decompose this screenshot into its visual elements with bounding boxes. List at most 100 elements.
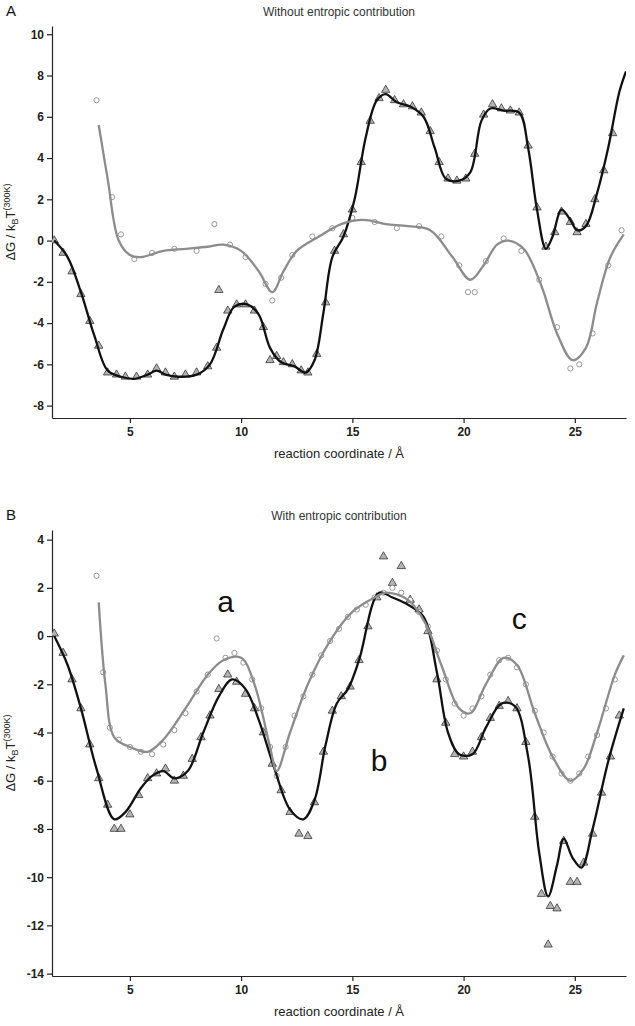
triangle-marker [266,355,274,362]
circle-marker [150,752,155,757]
circle-marker [465,290,470,295]
tick-mark [47,158,52,159]
tick-label: 25 [569,983,583,997]
axis-line [52,531,53,977]
tick-label: 15 [346,425,360,439]
tick-mark [130,418,131,423]
triangle-marker [488,100,496,107]
tick: 5 [127,418,134,439]
panel: 510152025-14-12-10-8-6-4-2024abcBWith en… [2,506,627,1019]
tick: 4 [37,151,52,165]
circle-marker [94,573,99,578]
circle-marker [212,221,217,226]
triangle-marker [397,561,405,568]
tick: 15 [346,976,360,997]
tick-mark [47,282,52,283]
tick-mark [47,323,52,324]
tick-label: -6 [33,358,44,372]
tick-label: -8 [33,822,44,836]
tick-label: 6 [37,110,44,124]
tick-mark [47,636,52,637]
annotation: c [512,602,527,635]
triangle-marker [52,629,58,636]
tick-label: 10 [235,425,249,439]
triangle-marker [295,829,303,836]
triangle-marker [117,824,125,831]
axis-line [53,976,627,977]
tick: -14 [27,967,52,981]
title: With entropic contribution [271,509,406,523]
tick-label: 5 [127,425,134,439]
circle-marker [577,362,582,367]
tick: -2 [33,275,52,289]
axis-line [52,27,53,419]
tick: 4 [37,533,52,547]
panel-letter: B [6,506,16,523]
tick-mark [352,976,353,981]
circle-marker [472,290,477,295]
tick-mark [47,829,52,830]
tick-mark [241,418,242,423]
y-axis-title-part: T [3,210,18,218]
tick-label: 15 [346,983,360,997]
tick-label: 5 [127,983,134,997]
tick: -6 [33,358,52,372]
triangle-marker [215,285,223,292]
tick-label: -8 [33,399,44,413]
scatter-series [94,98,624,371]
tick-mark [47,406,52,407]
circle-marker [118,232,123,237]
tick-label: 0 [37,629,44,643]
tick: 0 [37,629,52,643]
x-axis-title: reaction coordinate / Å [274,1004,404,1019]
curve [99,125,624,360]
tick-mark [47,364,52,365]
y-axis-title: ΔG / kBT(300K) [2,714,20,791]
y-axis: -8-6-4-20246810 [31,27,53,419]
tick-label: -2 [33,275,44,289]
tick-mark [241,976,242,981]
tick-label: 4 [37,151,44,165]
axis-line [53,418,627,419]
circle-marker [214,636,219,641]
tick: -4 [33,726,52,740]
tick-label: 10 [31,28,45,42]
tick: -8 [33,822,52,836]
y-axis-title-part: ΔG / k [3,755,18,792]
tick-mark [47,540,52,541]
tick-label: -12 [27,919,45,933]
tick: 6 [37,110,52,124]
curve [54,592,624,896]
tick-mark [47,75,52,76]
tick-label: 10 [235,983,249,997]
tick: 8 [37,69,52,83]
tick-mark [47,199,52,200]
tick-mark [130,976,131,981]
tick-label: 2 [37,193,44,207]
circle-marker [568,366,573,371]
tick-mark [463,418,464,423]
tick-mark [47,973,52,974]
tick: 10 [235,418,249,439]
tick-label: 8 [37,69,44,83]
tick-mark [47,781,52,782]
panel: 510152025-8-6-4-20246810AWithout entropi… [2,2,627,461]
tick: -12 [27,919,52,933]
tick: -2 [33,678,52,692]
tick: -6 [33,774,52,788]
tick: 25 [569,976,583,997]
tick: -4 [33,316,52,330]
tick-mark [47,877,52,878]
tick-label: 20 [457,983,471,997]
scatter-series [94,573,618,783]
triangle-marker [382,85,390,92]
tick-mark [47,240,52,241]
tick-label: -2 [33,678,44,692]
tick-mark [47,117,52,118]
tick: -8 [33,399,52,413]
tick: 2 [37,193,52,207]
plot-area [52,552,624,947]
tick-mark [47,684,52,685]
tick: 2 [37,581,52,595]
tick-mark [463,976,464,981]
